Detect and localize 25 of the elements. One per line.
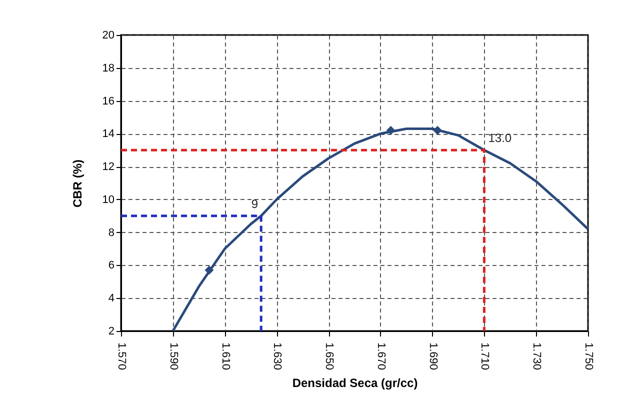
y-axis-title: CBR (%) — [70, 160, 84, 208]
x-tick-label: 1.710 — [478, 342, 491, 370]
x-tick-label: 1.690 — [426, 342, 439, 370]
x-tick-label: 1.570 — [116, 342, 128, 370]
y-tick-label: 18 — [102, 62, 114, 74]
x-tick-label: 1.630 — [271, 342, 284, 370]
x-tick-label: 1.610 — [219, 342, 232, 370]
y-tick-label: 2 — [108, 326, 114, 338]
x-tick-label: 1.590 — [167, 342, 180, 370]
y-tick-label: 6 — [108, 260, 114, 272]
line-series — [172, 127, 590, 332]
x-tick-label: 1.730 — [530, 342, 543, 370]
y-tick-label: 10 — [102, 194, 114, 206]
annotation: 9 — [251, 196, 258, 211]
y-tick-label: 16 — [102, 95, 114, 108]
y-tick-label: 14 — [102, 128, 114, 140]
y-tick-label: 4 — [108, 292, 114, 305]
x-tick-label: 1.650 — [323, 342, 336, 370]
x-axis-title: Densidad Seca (gr/cc) — [292, 376, 418, 390]
y-tick-label: 8 — [108, 226, 114, 239]
x-tick-label: 1.750 — [582, 342, 594, 370]
y-tick-label: 20 — [102, 30, 114, 42]
y-tick-label: 12 — [102, 161, 114, 174]
x-tick-label: 1.670 — [374, 342, 387, 370]
annotation: 13.0 — [488, 131, 512, 146]
